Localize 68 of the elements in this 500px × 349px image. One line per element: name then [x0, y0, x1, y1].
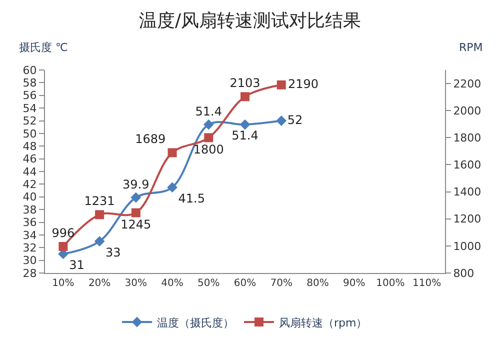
y-tick-label: 50: [22, 127, 37, 140]
data-label: 51.4: [232, 128, 258, 143]
x-tick-label: 80%: [306, 278, 329, 289]
data-label: 1689: [135, 132, 166, 146]
data-label: 41.5: [178, 191, 205, 206]
legend-label: 风扇转速（rpm）: [279, 316, 368, 330]
y-tick-label: 36: [22, 216, 37, 230]
data-label: 31: [69, 258, 84, 272]
data-label: 1231: [84, 194, 115, 208]
point: [168, 148, 177, 158]
point: [131, 208, 140, 218]
y-tick-label: 60: [22, 64, 37, 77]
data-label: 51.4: [195, 104, 222, 119]
point: [240, 119, 250, 130]
y-tick-label: 40: [22, 190, 37, 204]
x-tick-label: 50%: [198, 278, 220, 289]
x-tick-label: 40%: [161, 278, 184, 289]
x-tick-label: 10%: [52, 278, 74, 289]
data-label: 33: [106, 245, 121, 260]
y-tick-label: 42: [22, 178, 37, 192]
y2-tick-label: 1600: [453, 158, 482, 172]
data-label: 52: [287, 112, 303, 127]
y-tick-label: 28: [22, 266, 37, 280]
y-tick-label: 52: [22, 114, 37, 128]
y2-axis-title: RPM: [459, 41, 483, 54]
x-tick-label: 100%: [376, 278, 405, 289]
y-tick-label: 38: [22, 203, 37, 216]
y-tick-label: 30: [22, 254, 37, 268]
y2-tick-label: 1200: [453, 212, 482, 226]
data-label: 2190: [288, 76, 319, 91]
y-tick-label: 44: [22, 165, 37, 178]
point: [95, 210, 104, 220]
y-tick-label: 56: [22, 89, 37, 102]
y-tick-label: 46: [22, 152, 37, 166]
x-tick-label: 30%: [124, 278, 148, 289]
point: [276, 80, 286, 90]
y-tick-label: 58: [22, 76, 37, 90]
x-tick-label: 70%: [270, 278, 292, 289]
y2-tick-label: 800: [453, 266, 474, 280]
point: [240, 92, 250, 102]
y-axis-title: 摄氏度 ℃: [19, 41, 68, 54]
y-tick-label: 54: [22, 102, 37, 115]
y2-tick-label: 1400: [453, 186, 482, 199]
chart-title: 温度/风扇转速测试对比结果: [138, 10, 362, 32]
x-tick-label: 110%: [412, 278, 442, 289]
y2-tick-label: 2200: [453, 77, 482, 90]
data-label: 996: [52, 226, 75, 240]
legend-label: 温度（摄氏度）: [157, 316, 234, 330]
x-tick-label: 90%: [342, 278, 366, 289]
point: [130, 192, 142, 203]
data-label: 1245: [120, 217, 152, 232]
x-tick-label: 20%: [88, 278, 111, 289]
point: [167, 182, 178, 193]
data-label: 39.9: [122, 178, 150, 192]
x-tick-label: 60%: [234, 278, 256, 289]
data-label: 2103: [230, 76, 260, 90]
y-tick-label: 34: [22, 228, 37, 242]
point: [94, 236, 105, 246]
y2-tick-label: 2000: [453, 104, 482, 118]
data-label: 1800: [193, 142, 224, 156]
y2-tick-label: 1800: [453, 132, 482, 145]
y-tick-label: 32: [22, 241, 37, 254]
point: [276, 116, 287, 126]
y2-tick-label: 1000: [453, 240, 482, 253]
point: [58, 242, 68, 251]
point: [203, 119, 214, 130]
point: [204, 133, 214, 142]
y-tick-label: 48: [22, 140, 37, 153]
